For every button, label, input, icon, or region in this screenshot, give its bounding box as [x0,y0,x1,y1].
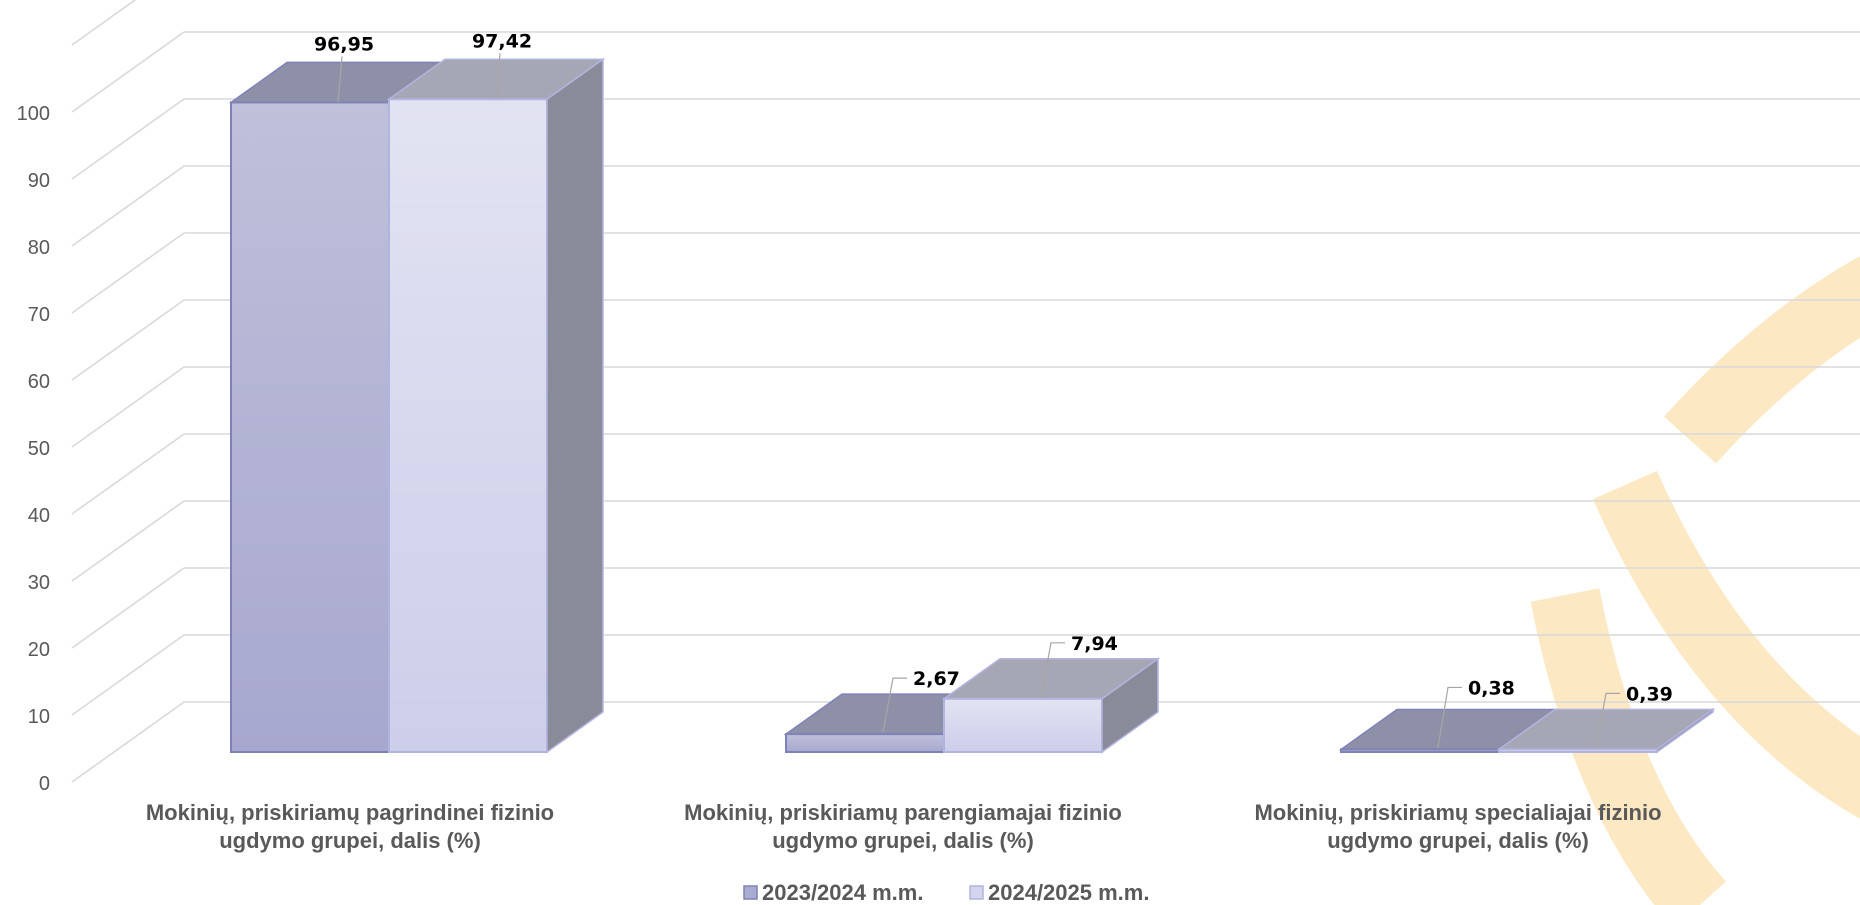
y-tick-label: 10 [28,706,50,728]
category-label: Mokinių, priskiriamų parengiamajai fizin… [684,800,1122,825]
gridline-diagonal [71,98,185,180]
legend: 2023/2024 m.m. 2024/2025 m.m. [743,880,1149,905]
gridline-diagonal [71,299,185,381]
data-label: 2,67 [913,668,960,690]
gridline-diagonal [71,366,185,448]
data-label: 96,95 [314,33,374,55]
bar [943,697,1103,753]
y-tick-label: 40 [28,505,50,527]
gridline-diagonal [71,165,185,247]
data-label-leader [882,677,907,733]
gridline-diagonal [71,701,185,783]
gridline-diagonal [71,0,137,46]
bar [1498,748,1658,754]
y-tick-label: 60 [28,371,50,393]
bar [230,101,390,753]
y-tick-label: 90 [28,170,50,192]
bar-side-face [1656,707,1714,754]
data-label: 97,42 [472,30,532,52]
gridline-diagonal [71,232,185,314]
y-axis-tick-labels: 0 10 20 30 40 50 60 70 80 90 100 [17,103,50,795]
bar [1340,748,1500,753]
gridline-diagonal [71,567,185,649]
y-tick-label: 80 [28,237,50,259]
legend-label: 2023/2024 m.m. [762,880,923,905]
y-tick-label: 50 [28,438,50,460]
y-tick-label: 100 [17,103,50,125]
gridline-diagonal [71,31,185,113]
data-label-leader [1040,642,1065,697]
category-labels: Mokinių, priskiriamų pagrindinei fizinio… [146,800,1662,853]
data-label-leader [1437,686,1462,748]
bar [388,98,548,753]
gridline-diagonal [71,634,185,716]
bar [785,733,945,754]
data-labels: 96,95 97,42 2,67 7,94 0,38 0,39 [314,30,1673,748]
category-label: ugdymo grupei, dalis (%) [772,828,1034,853]
data-label: 0,38 [1468,677,1515,699]
legend-label: 2024/2025 m.m. [988,880,1149,905]
category-label: ugdymo grupei, dalis (%) [219,828,481,853]
legend-swatch [969,885,984,900]
category-label: Mokinių, priskiriamų specialiajai fizini… [1254,800,1661,825]
data-label-leader [1595,692,1620,748]
data-label-leader [495,53,501,100]
data-label: 0,39 [1626,683,1673,705]
bars [228,57,1716,754]
category-label: Mokinių, priskiriamų pagrindinei fizinio [146,800,554,825]
bar-side-face [546,57,604,754]
y-tick-label: 0 [39,773,50,795]
data-label-leader [337,56,343,103]
y-tick-label: 20 [28,639,50,661]
bar-side-face [1101,657,1159,754]
data-label: 7,94 [1071,633,1118,655]
y-tick-label: 30 [28,572,50,594]
legend-swatch [743,885,758,900]
y-tick-label: 70 [28,304,50,326]
category-label: ugdymo grupei, dalis (%) [1327,828,1589,853]
gridline-diagonal [71,433,185,515]
gridline-diagonal [71,500,185,582]
